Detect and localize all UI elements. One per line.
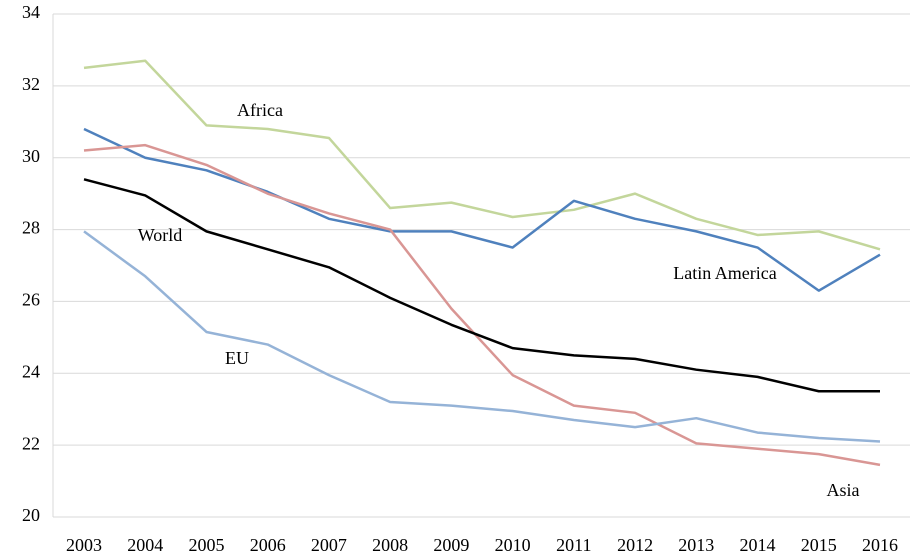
y-tick-label: 34 [22, 2, 40, 22]
x-tick-label: 2004 [127, 535, 163, 555]
y-tick-label: 22 [22, 433, 40, 453]
series-line [83, 143, 881, 467]
series-label: Asia [827, 480, 860, 500]
series-line [83, 230, 881, 443]
series-label: Latin America [673, 263, 776, 283]
x-tick-label: 2005 [188, 535, 224, 555]
y-tick-label: 28 [22, 218, 40, 238]
y-tick-label: 26 [22, 290, 40, 310]
x-tick-label: 2015 [801, 535, 837, 555]
x-tick-label: 2016 [862, 535, 898, 555]
x-tick-label: 2003 [66, 535, 102, 555]
x-tick-label: 2009 [433, 535, 469, 555]
y-tick-label: 20 [22, 505, 40, 525]
series-label: World [138, 225, 183, 245]
series-label: Africa [237, 100, 283, 120]
series-label: EU [225, 348, 249, 368]
x-tick-label: 2006 [250, 535, 286, 555]
x-tick-label: 2012 [617, 535, 653, 555]
y-tick-label: 32 [22, 74, 40, 94]
x-tick-label: 2008 [372, 535, 408, 555]
y-tick-label: 24 [22, 361, 40, 381]
series-line [83, 127, 881, 292]
y-tick-label: 30 [22, 146, 40, 166]
x-tick-label: 2014 [740, 535, 776, 555]
x-tick-label: 2011 [556, 535, 591, 555]
series-line [83, 178, 880, 393]
x-tick-label: 2013 [678, 535, 714, 555]
x-tick-label: 2010 [495, 535, 531, 555]
x-tick-label: 2007 [311, 535, 347, 555]
series-line [83, 59, 881, 251]
